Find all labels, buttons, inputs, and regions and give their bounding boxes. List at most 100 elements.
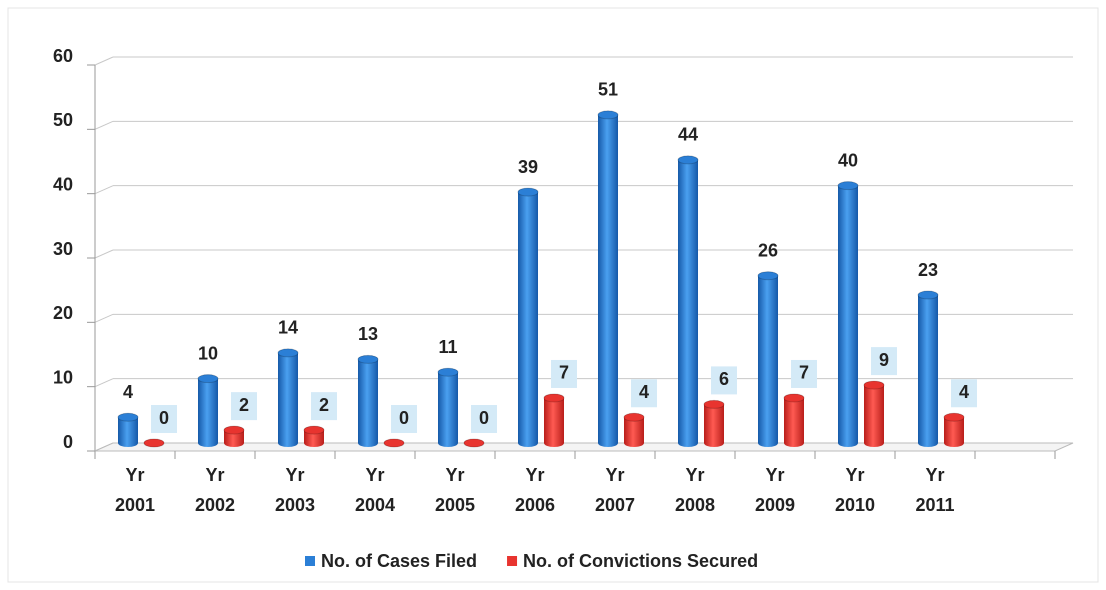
y-tick-label: 30 [53,239,73,259]
value-label: 44 [678,125,698,145]
value-label: 7 [559,363,569,383]
value-label: 10 [198,343,218,363]
bar-top [463,438,485,448]
value-label: 7 [799,363,809,383]
y-tick-label: 20 [53,303,73,323]
bar [598,110,618,448]
bar-top [517,187,539,197]
value-label: 2 [239,395,249,415]
grid-line-side [94,249,114,259]
x-tick-label: Yr 2005 [434,465,476,515]
bar [678,155,698,447]
value-label: 11 [438,337,457,357]
value-label-box [951,379,977,408]
value-label: 51 [598,80,618,100]
bar [278,348,298,447]
value-label: 4 [123,382,133,402]
value-label-box [311,392,337,421]
legend-label: No. of Convictions Secured [523,551,758,571]
x-tick-label: Yr 2003 [274,465,316,515]
bar-top [223,425,245,435]
bar-top [677,155,699,165]
bar-top [357,354,379,364]
value-label-box [231,392,257,421]
bar-top [437,367,459,377]
value-label: 4 [959,382,969,402]
bar-top [277,348,299,358]
y-tick-label: 60 [53,46,73,66]
bar [944,413,964,447]
bar-top [383,438,405,448]
bar-top [783,393,805,403]
grid-line-side [94,185,114,195]
bar-top [143,438,165,448]
bar [784,393,804,447]
value-label: 14 [278,318,298,338]
bar [438,368,458,447]
grid-line-side [94,378,114,388]
x-tick-label: Yr 2001 [114,465,156,515]
y-tick-label: 40 [53,174,73,194]
bar [118,413,138,447]
bar [704,400,724,447]
chart-frame [7,7,1099,583]
bar-top [837,181,859,191]
bar-top [303,425,325,435]
value-label: 4 [639,382,649,402]
value-label: 0 [159,408,169,428]
value-label: 26 [758,240,778,260]
value-label: 6 [719,369,729,389]
x-tick-label: Yr 2006 [514,465,556,515]
value-label: 9 [879,350,889,370]
x-tick-label: Yr 2008 [674,465,716,515]
bar-top [757,271,779,281]
legend-swatch [305,556,315,566]
x-tick-label: Yr 2002 [194,465,236,515]
x-tick-label: Yr 2011 [915,465,955,515]
y-tick-label: 10 [53,367,73,387]
bar-top [623,412,645,422]
bar-top [917,290,939,300]
value-label: 40 [838,150,858,170]
bar-top [117,412,139,422]
bar-top [197,374,219,384]
x-tick-label: Yr 2010 [834,465,876,515]
bar [758,271,778,447]
x-tick-label: Yr 2004 [354,465,396,515]
bar-top [703,399,725,409]
bar-top [543,393,565,403]
grid-line-side [94,313,114,323]
bar [864,381,884,447]
value-label-box [791,359,817,388]
bar-top [863,380,885,390]
legend-swatch [507,556,518,566]
bar [544,393,564,447]
value-label-box [471,405,497,433]
y-tick-label: 0 [63,432,73,452]
bar-top [597,110,619,120]
bar [918,291,938,447]
value-label-box [871,347,897,376]
y-tick-label: 50 [53,110,73,130]
value-label: 23 [918,260,938,280]
bar-top [943,412,965,422]
x-tick-label: Yr 2007 [594,465,636,515]
value-label-box [551,359,577,388]
value-label: 39 [518,157,538,177]
value-label-box [391,405,417,433]
x-tick-label: Yr 2009 [754,465,796,515]
bar [198,374,218,447]
grid-line-side [94,120,114,130]
value-label: 13 [358,324,378,344]
value-label-box [151,405,177,433]
value-label: 2 [319,395,329,415]
value-label-box [631,379,657,408]
bar [518,188,538,447]
value-label-box [711,366,737,395]
bar [624,413,644,447]
value-label: 0 [399,408,409,428]
value-label: 0 [479,408,489,428]
grid-line-side [94,56,114,66]
